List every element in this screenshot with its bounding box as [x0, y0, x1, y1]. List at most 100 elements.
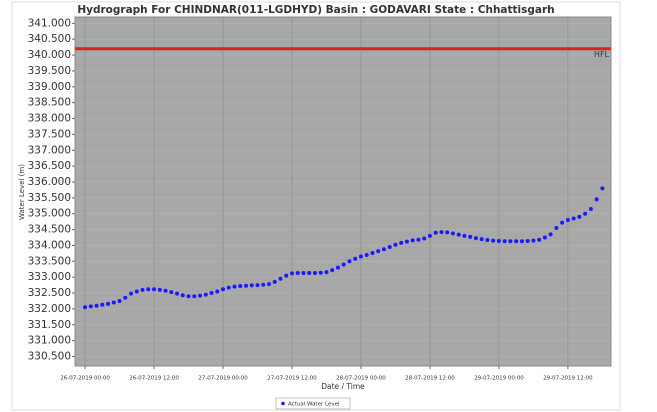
data-point [462, 233, 467, 238]
y-tick-label: 334.500 [28, 224, 71, 236]
legend-swatch [281, 401, 285, 406]
data-point [548, 232, 553, 237]
data-point [301, 271, 306, 276]
x-tick-label: 27-07-2019 12:00 [267, 376, 317, 382]
plot-area [74, 16, 612, 367]
y-tick-label: 333.000 [28, 271, 71, 283]
y-tick-label: 336.500 [28, 160, 71, 172]
y-tick-label: 332.500 [28, 287, 71, 299]
data-point [94, 303, 99, 308]
data-point [491, 238, 496, 243]
data-point [180, 293, 185, 298]
y-tick-label: 335.500 [28, 192, 71, 204]
x-tick-label: 28-07-2019 00:00 [336, 376, 386, 382]
data-point [445, 230, 450, 235]
y-tick-label: 336.000 [28, 176, 71, 188]
data-point [157, 287, 162, 292]
data-point [244, 283, 249, 288]
data-point [209, 291, 214, 296]
data-point [479, 237, 484, 242]
data-point [502, 239, 507, 244]
data-point [370, 251, 375, 256]
data-point [347, 259, 352, 264]
data-point [571, 216, 576, 221]
y-tick-label: 340.000 [28, 49, 71, 61]
x-axis-label: Date / Time [321, 382, 365, 391]
data-point [249, 283, 254, 288]
data-point [221, 287, 226, 292]
data-point [152, 287, 157, 292]
data-point [456, 232, 461, 237]
data-point [381, 247, 386, 252]
data-point [410, 238, 415, 243]
legend-box [275, 397, 351, 410]
data-point [542, 235, 547, 240]
data-point [238, 284, 243, 289]
data-point [232, 284, 237, 289]
data-point [289, 271, 294, 276]
hfl-label: HFL [594, 50, 610, 59]
data-point [278, 276, 283, 281]
data-point [583, 211, 588, 216]
data-point [422, 236, 427, 241]
data-point [134, 289, 139, 294]
data-point [123, 295, 128, 300]
data-point [175, 291, 180, 296]
data-point [353, 256, 358, 261]
data-point [284, 273, 289, 278]
data-point [537, 237, 542, 242]
y-tick-label: 341.000 [28, 17, 71, 29]
data-point [307, 271, 312, 276]
data-point [100, 302, 105, 307]
data-point [169, 290, 174, 295]
data-point [129, 291, 134, 296]
data-point [393, 242, 398, 247]
x-tick-label: 26-07-2019 12:00 [129, 376, 179, 382]
data-point [266, 282, 271, 287]
data-point [560, 220, 565, 225]
y-tick-label: 333.500 [28, 255, 71, 267]
y-tick-label: 337.500 [28, 128, 71, 140]
data-point [140, 287, 145, 292]
data-point [312, 271, 317, 276]
y-tick-label: 339.000 [28, 81, 71, 93]
data-point [531, 238, 536, 243]
chart-title: Hydrograph For CHINDNAR(011-LGDHYD) Basi… [77, 4, 554, 16]
data-point [358, 254, 363, 259]
y-axis-label: Water Level (m) [18, 164, 26, 220]
y-tick-label: 331.000 [28, 335, 71, 347]
y-tick-label: 330.500 [28, 350, 71, 362]
data-point [215, 289, 220, 294]
data-point [525, 238, 530, 243]
data-point [146, 287, 151, 292]
x-tick-label: 27-07-2019 00:00 [198, 376, 248, 382]
data-point [186, 294, 191, 299]
y-tick-label: 332.000 [28, 303, 71, 315]
legend-label: Actual Water Level [288, 402, 340, 408]
data-point [554, 225, 559, 230]
data-point [335, 265, 340, 270]
data-point [519, 239, 524, 244]
data-point [163, 288, 168, 293]
data-point [318, 270, 323, 275]
data-point [111, 300, 116, 305]
data-point [88, 304, 93, 309]
y-tick-label: 338.000 [28, 113, 71, 125]
data-point [588, 206, 593, 211]
data-point [577, 214, 582, 219]
data-point [203, 292, 208, 297]
y-tick-label: 337.000 [28, 144, 71, 156]
data-point [399, 240, 404, 245]
data-point [341, 262, 346, 267]
data-point [473, 236, 478, 241]
data-point [508, 239, 513, 244]
data-point [117, 298, 122, 303]
data-point [427, 233, 432, 238]
y-tick-label: 331.500 [28, 319, 71, 331]
data-point [565, 218, 570, 223]
data-point [433, 230, 438, 235]
x-tick-label: 29-07-2019 12:00 [543, 376, 593, 382]
data-point [330, 268, 335, 273]
data-point [261, 282, 266, 287]
x-tick-label: 28-07-2019 12:00 [405, 376, 455, 382]
